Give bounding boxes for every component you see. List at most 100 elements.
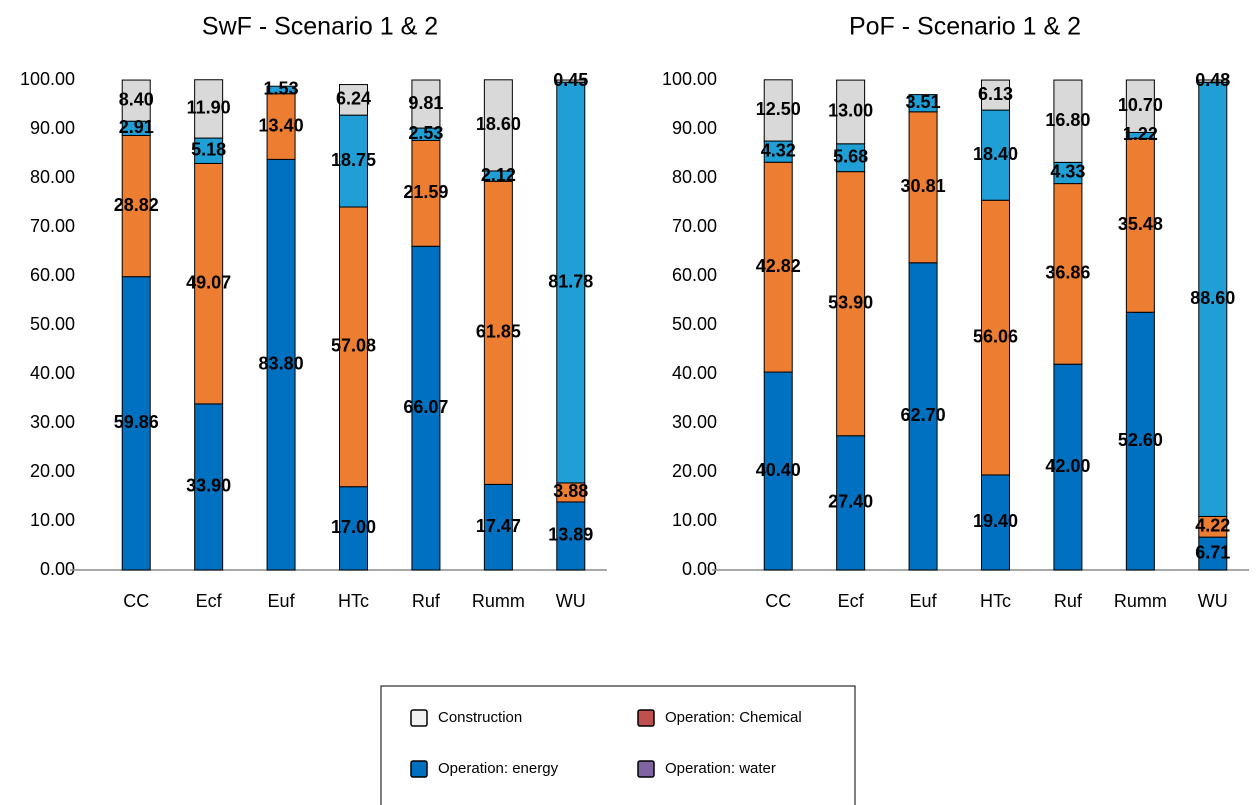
data-label: 62.70	[901, 405, 946, 425]
legend-swatch	[410, 709, 428, 727]
data-label: 88.60	[1190, 288, 1235, 308]
bar-segment	[339, 486, 368, 571]
data-label: 0.45	[553, 70, 588, 90]
bar-segment	[194, 79, 224, 139]
data-label: 0.48	[1195, 70, 1230, 90]
bar-segment	[556, 79, 586, 83]
bar-segment	[194, 162, 224, 405]
bar-segment	[981, 199, 1010, 476]
y-tick-label: 40.00	[672, 363, 717, 383]
bar-segment	[411, 79, 441, 129]
data-label: 81.78	[548, 271, 593, 291]
chart-title: SwF - Scenario 1 & 2	[202, 13, 438, 41]
data-label: 8.40	[119, 89, 154, 109]
legend-swatch	[637, 760, 655, 778]
data-label: 3.51	[906, 92, 941, 112]
data-label: 4.22	[1195, 516, 1230, 536]
bar-segment	[836, 143, 866, 173]
y-tick-label: 50.00	[30, 314, 75, 334]
data-label: 13.89	[548, 525, 593, 545]
y-tick-label: 0.00	[40, 559, 75, 579]
data-label: 18.75	[331, 150, 376, 170]
bar-segment	[981, 474, 1010, 571]
y-tick-label: 60.00	[672, 265, 717, 285]
y-tick-label: 100.00	[662, 69, 717, 89]
bar-segment	[194, 403, 224, 571]
bar-segment	[339, 206, 368, 488]
x-tick-label: HTc	[980, 591, 1011, 611]
data-label: 13.00	[828, 101, 873, 121]
x-tick-label: WU	[1198, 591, 1228, 611]
data-label: 61.85	[476, 322, 521, 342]
y-tick-label: 20.00	[672, 461, 717, 481]
data-label: 35.48	[1118, 214, 1163, 234]
bar-segment	[121, 276, 151, 571]
bar-segment	[1125, 311, 1155, 571]
bar-segment	[908, 262, 938, 571]
bar-segment	[483, 79, 513, 172]
data-label: 2.53	[408, 123, 443, 143]
bar-segment	[836, 435, 866, 571]
legend-label: Operation: water	[665, 760, 776, 777]
data-label: 52.60	[1118, 430, 1163, 450]
data-label: 18.60	[476, 114, 521, 134]
data-label: 59.86	[114, 412, 159, 432]
data-label: 6.13	[978, 84, 1013, 104]
data-label: 11.90	[187, 98, 231, 118]
y-tick-label: 30.00	[672, 412, 717, 432]
data-label: 56.06	[973, 326, 1018, 346]
data-label: 21.59	[403, 182, 448, 202]
data-label: 66.07	[403, 397, 448, 417]
bar-segment	[339, 114, 368, 208]
bar-segment	[266, 158, 296, 571]
legend-swatch	[410, 760, 428, 778]
data-label: 16.80	[1045, 110, 1090, 130]
legend-label: Construction	[438, 709, 522, 726]
data-label: 17.00	[331, 517, 376, 537]
data-label: 1.22	[1123, 124, 1158, 144]
x-tick-label: Ecf	[838, 591, 865, 611]
data-label: 9.81	[408, 93, 443, 113]
legend-box	[380, 685, 856, 805]
y-tick-label: 90.00	[672, 118, 717, 138]
y-tick-label: 50.00	[672, 314, 717, 334]
bar-segment	[1053, 79, 1083, 163]
y-tick-label: 0.00	[682, 559, 717, 579]
data-label: 4.33	[1050, 162, 1085, 182]
x-tick-label: Ruf	[412, 591, 441, 611]
data-label: 3.88	[553, 481, 588, 501]
y-tick-label: 10.00	[30, 510, 75, 530]
data-label: 57.08	[331, 336, 376, 356]
bar-segment	[1053, 363, 1083, 571]
bar-segment	[1198, 81, 1228, 517]
bar-segment	[763, 79, 793, 142]
y-tick-label: 60.00	[30, 265, 75, 285]
data-label: 33.90	[186, 476, 231, 496]
bar-segment	[556, 501, 586, 571]
data-label: 5.18	[191, 140, 226, 160]
data-label: 36.86	[1045, 263, 1090, 283]
data-label: 2.12	[481, 165, 516, 185]
data-label: 28.82	[114, 195, 159, 215]
data-label: 2.91	[119, 117, 154, 137]
chart-title: PoF - Scenario 1 & 2	[849, 13, 1081, 41]
bar-segment	[1198, 536, 1228, 571]
data-label: 19.40	[973, 511, 1018, 531]
y-tick-label: 80.00	[672, 167, 717, 187]
bar-segment	[266, 85, 296, 95]
data-label: 49.07	[186, 272, 231, 292]
bar-segment	[411, 245, 441, 571]
y-tick-label: 100.00	[20, 69, 75, 89]
bar-segment	[556, 81, 586, 484]
data-label: 53.90	[828, 292, 873, 312]
x-tick-label: CC	[123, 591, 149, 611]
bar-segment	[763, 161, 793, 373]
data-label: 42.82	[756, 256, 801, 276]
bar-segment	[1125, 137, 1155, 313]
data-label: 10.70	[1118, 95, 1163, 115]
data-label: 18.40	[973, 144, 1018, 164]
legend-label: Operation: energy	[438, 760, 559, 777]
bar-segment	[836, 79, 866, 145]
y-tick-label: 10.00	[672, 510, 717, 530]
